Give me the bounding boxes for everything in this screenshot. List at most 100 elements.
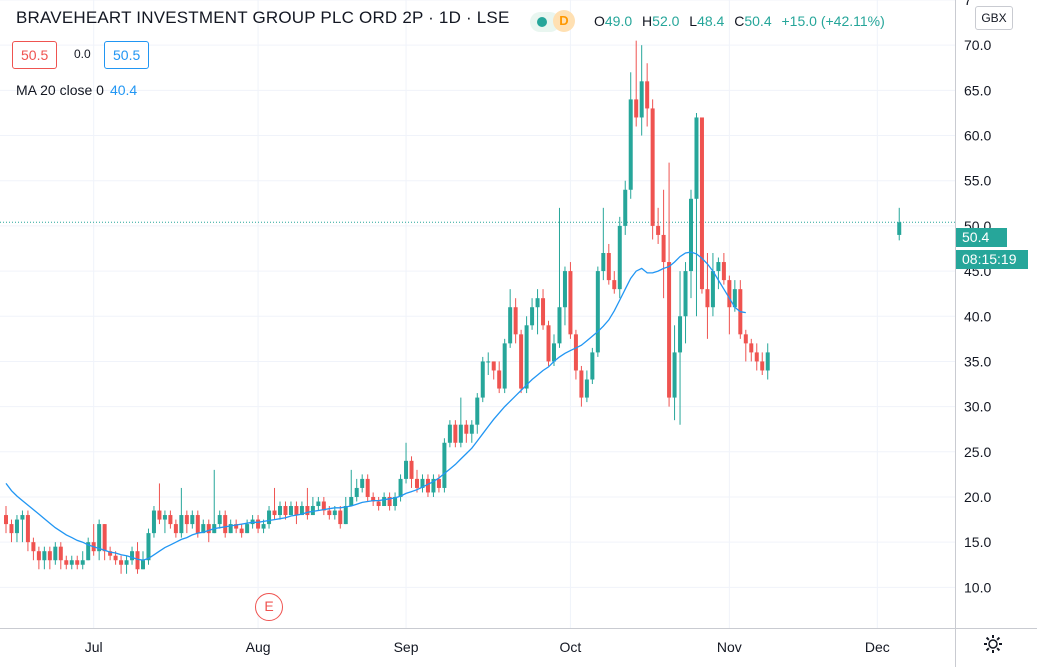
candle-body (502, 343, 507, 389)
candle-body (42, 551, 47, 561)
candle-body (727, 280, 732, 308)
candle-body (628, 99, 633, 190)
price-tick-label: 30.0 (964, 399, 991, 415)
candle-body (491, 361, 496, 371)
candle-body (354, 487, 359, 497)
candle-body (31, 542, 36, 552)
price-tick-label: 35.0 (964, 353, 991, 369)
candle-body (442, 442, 447, 488)
candle-body (294, 506, 299, 516)
ma-legend-value: 40.4 (109, 82, 138, 98)
candle-body (617, 225, 622, 290)
earnings-marker[interactable]: E (255, 593, 283, 621)
candle-body (683, 271, 688, 317)
countdown-label: 08:15:19 (956, 250, 1028, 269)
low-label: L (689, 13, 698, 29)
market-status-icon (530, 12, 560, 32)
time-axis[interactable]: Jul Aug Sep Oct Nov Dec (85, 639, 890, 655)
candle-body (278, 506, 282, 516)
candle-body (20, 515, 25, 520)
candle-body (699, 117, 704, 290)
candle-body (245, 524, 250, 534)
time-tick-label: Oct (560, 639, 582, 655)
candle-body (168, 515, 173, 525)
candle-body (299, 506, 304, 516)
candle-body (447, 424, 452, 443)
candle-body (124, 560, 129, 565)
candle-body (530, 307, 535, 326)
price-tick-label: 10.0 (964, 579, 991, 595)
candle-body (732, 289, 737, 308)
candle-body (672, 352, 677, 398)
close-value: 50.4 (744, 13, 772, 29)
sell-button[interactable]: 50.5 (12, 41, 58, 69)
candle-body (151, 510, 156, 534)
candle-body (283, 506, 288, 516)
candle-body (157, 510, 162, 520)
price-tick-label: 15.0 (964, 534, 991, 550)
candle-body (716, 262, 721, 272)
candle-body (552, 343, 556, 362)
candle-body (678, 316, 683, 353)
candle-body (431, 478, 436, 493)
ma-legend-label: MA 20 close 0 (16, 82, 104, 98)
candle-body (420, 478, 425, 488)
candle-body (272, 510, 277, 516)
candle-body (179, 515, 184, 534)
candle-body (343, 506, 348, 525)
price-tick-label: 60.0 (964, 128, 991, 144)
candle-body (25, 515, 30, 543)
candle-body (86, 542, 91, 561)
candle-body (360, 478, 365, 488)
candle-body (47, 551, 52, 561)
candle-body (305, 506, 310, 516)
candle-body (760, 361, 765, 371)
currency-button[interactable]: GBX (975, 6, 1013, 30)
candle-body (365, 478, 370, 497)
candle-body (327, 510, 332, 516)
candle-body (639, 81, 644, 118)
price-tick-label: 40.0 (964, 308, 991, 324)
candle-body (650, 108, 655, 226)
candle-body (546, 325, 551, 362)
price-axis[interactable]: 10.015.020.025.030.035.040.045.050.055.0… (964, 0, 991, 595)
spread-value: 0.0 (74, 47, 91, 61)
candle-body (141, 560, 145, 570)
candle-body (80, 560, 85, 565)
candle-body (321, 501, 326, 511)
candle-body (606, 253, 611, 281)
candle-body (190, 515, 195, 525)
candle-body (239, 528, 244, 534)
candle-body (513, 307, 518, 335)
candle-body (130, 551, 135, 561)
candle-body (387, 496, 392, 507)
candle-body (97, 524, 102, 552)
candle-body (897, 222, 902, 235)
candle-body (415, 478, 419, 488)
candle-body (535, 298, 540, 308)
time-tick-label: Nov (717, 639, 742, 655)
ma-legend[interactable]: MA 20 close 0 40.4 (16, 82, 137, 98)
candle-body (590, 352, 595, 380)
candle-body (573, 334, 578, 371)
candle-body (584, 379, 589, 398)
candle-body (288, 506, 293, 516)
candle-body (135, 551, 140, 570)
candle-body (261, 524, 266, 529)
buy-button[interactable]: 50.5 (104, 41, 150, 69)
candle-body (162, 515, 167, 520)
candle-body (53, 546, 58, 561)
symbol-title[interactable]: BRAVEHEART INVESTMENT GROUP PLC ORD 2P ·… (16, 8, 510, 27)
candles (4, 40, 902, 574)
candle-body (486, 361, 491, 363)
candle-body (349, 496, 354, 507)
price-tick-label: 70.0 (964, 37, 991, 53)
candle-body (689, 198, 693, 272)
gear-icon[interactable] (982, 633, 1004, 655)
candle-body (184, 515, 189, 525)
candle-body (267, 510, 272, 525)
data-delay-badge: D (553, 10, 575, 32)
time-tick-label: Sep (394, 639, 419, 655)
candle-body (557, 307, 562, 344)
